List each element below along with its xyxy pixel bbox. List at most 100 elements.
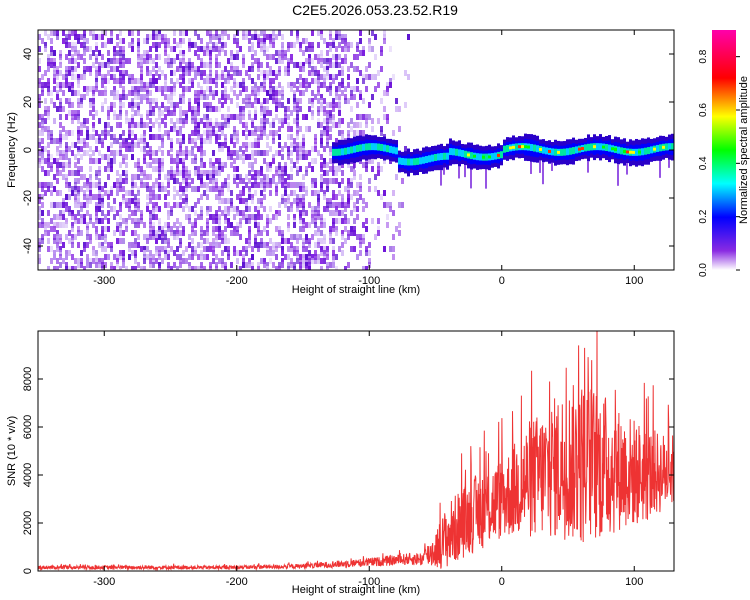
spectrogram-cell: [218, 234, 221, 240]
spectrogram-y-tick-label: 20: [22, 96, 34, 108]
spectrogram-cell: [254, 130, 257, 136]
spectrogram-cell: [137, 38, 140, 44]
spectrogram-cell: [107, 242, 110, 248]
spectrogram-cell: [296, 110, 299, 116]
spectrogram-cell: [56, 234, 59, 240]
spectrogram-cell: [107, 122, 110, 128]
spectrogram-cell: [134, 90, 137, 96]
spectrogram-cell: [125, 154, 128, 160]
spectrogram-cell: [47, 186, 50, 192]
spectrogram-cell: [332, 246, 335, 252]
spectrogram-cell: [194, 30, 197, 36]
spectrogram-cell: [140, 62, 143, 68]
spectrogram-cell: [341, 38, 344, 44]
spectrogram-cell: [71, 242, 74, 248]
spectrogram-cell: [278, 210, 281, 216]
spectrogram-cell: [332, 178, 335, 184]
spectrogram-cell: [149, 134, 152, 140]
spectrogram-cell: [155, 70, 158, 76]
spectrogram-cell: [329, 210, 332, 216]
spectrogram-cell: [98, 234, 101, 240]
spectrogram-cell: [53, 86, 56, 92]
spectrogram-cell: [59, 154, 62, 160]
spectrogram-cell: [83, 242, 86, 248]
spectrogram-cell: [44, 30, 47, 36]
spectrogram-cell: [251, 130, 254, 136]
spectrogram-signal-streak: [551, 162, 553, 171]
spectrogram-cell: [218, 62, 221, 68]
spectrogram-cell: [194, 246, 197, 252]
spectrogram-cell: [83, 74, 86, 80]
spectrogram-cell: [296, 30, 299, 36]
spectrogram-cell: [92, 258, 95, 264]
spectrogram-cell: [257, 58, 260, 64]
spectrogram-cell: [314, 178, 317, 184]
spectrogram-cell: [386, 86, 389, 92]
spectrogram-cell: [134, 110, 137, 116]
spectrogram-cell: [242, 34, 245, 40]
spectrogram-cell: [65, 142, 68, 148]
spectrogram-cell: [101, 78, 104, 84]
spectrogram-cell: [299, 198, 302, 204]
snr-x-tick-label: 0: [499, 576, 505, 588]
spectrogram-cell: [86, 142, 89, 148]
spectrogram-cell: [242, 86, 245, 92]
spectrogram-cell: [164, 122, 167, 128]
spectrogram-y-label: Frequency (Hz): [6, 112, 18, 188]
spectrogram-cell: [128, 122, 131, 128]
spectrogram-cell: [359, 182, 362, 188]
spectrogram-cell: [317, 82, 320, 88]
spectrogram-cell: [287, 114, 290, 120]
spectrogram-cell: [287, 206, 290, 212]
spectrogram-cell: [122, 46, 125, 52]
spectrogram-cell: [314, 250, 317, 256]
spectrogram-cell: [209, 246, 212, 252]
spectrogram-signal-cell: [596, 143, 599, 151]
spectrogram-cell: [167, 58, 170, 64]
spectrogram-signal-cell: [647, 147, 650, 155]
spectrogram-cell: [242, 198, 245, 204]
spectrogram-cell: [164, 46, 167, 52]
spectrogram-cell: [272, 178, 275, 184]
spectrogram-cell: [95, 110, 98, 116]
spectrogram-cell: [320, 98, 323, 104]
spectrogram-signal-peak: [581, 146, 584, 150]
spectrogram-cell: [278, 134, 281, 140]
spectrogram-cell: [278, 50, 281, 56]
spectrogram-cell: [179, 114, 182, 120]
spectrogram-cell: [299, 46, 302, 52]
spectrogram-cell: [230, 114, 233, 120]
spectrogram-cell: [155, 230, 158, 236]
spectrogram-cell: [74, 198, 77, 204]
spectrogram-cell: [308, 162, 311, 168]
spectrogram-cell: [293, 42, 296, 48]
spectrogram-cell: [221, 90, 224, 96]
spectrogram-cell: [98, 138, 101, 144]
spectrogram-cell: [53, 158, 56, 164]
spectrogram-cell: [344, 206, 347, 212]
spectrogram-cell: [263, 130, 266, 136]
spectrogram-cell: [323, 78, 326, 84]
spectrogram-cell: [170, 206, 173, 212]
spectrogram-cell: [371, 74, 374, 80]
spectrogram-cell: [302, 154, 305, 160]
spectrogram-cell: [113, 198, 116, 204]
spectrogram-cell: [335, 138, 338, 144]
spectrogram-cell: [149, 218, 152, 224]
spectrogram-signal-cell: [437, 153, 440, 161]
spectrogram-cell: [53, 250, 56, 256]
spectrogram-cell: [137, 42, 140, 48]
spectrogram-cell: [158, 234, 161, 240]
spectrogram-cell: [143, 174, 146, 180]
spectrogram-cell: [74, 110, 77, 116]
spectrogram-cell: [347, 122, 350, 128]
spectrogram-cell: [158, 110, 161, 116]
spectrogram-cell: [218, 166, 221, 172]
spectrogram-cell: [395, 98, 398, 104]
spectrogram-cell: [134, 222, 137, 228]
spectrogram-cell: [200, 230, 203, 236]
spectrogram-cell: [386, 202, 389, 208]
spectrogram-cell: [158, 170, 161, 176]
spectrogram-cell: [152, 30, 155, 36]
spectrogram-cell: [110, 134, 113, 140]
